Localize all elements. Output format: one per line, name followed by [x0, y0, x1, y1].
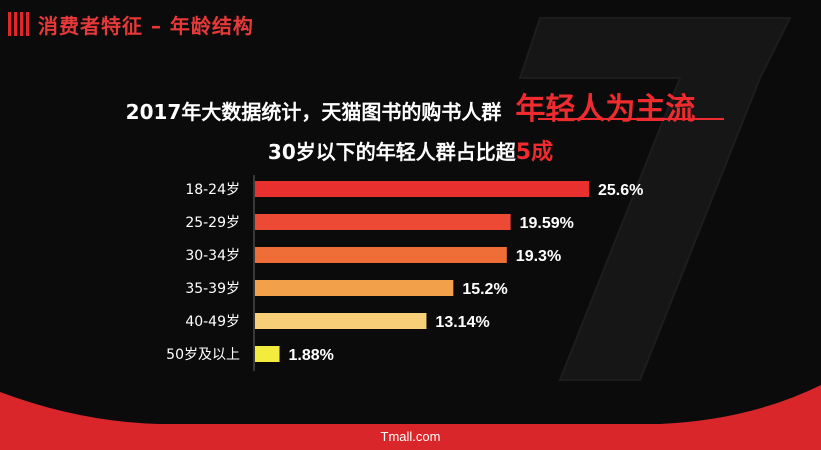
bar — [255, 247, 507, 263]
headline-underline — [538, 118, 724, 120]
category-label: 25-29岁 — [185, 215, 240, 231]
footer-brand: Tmall.com — [380, 429, 441, 444]
category-label: 40-49岁 — [185, 314, 240, 330]
category-label: 35-39岁 — [185, 281, 240, 297]
headline-accent: 年轻人为主流 — [515, 92, 696, 127]
subline-main: 30岁以下的年轻人群占比超 — [267, 140, 516, 164]
section-stripes-icon — [8, 12, 30, 36]
bar-value-label: 13.14% — [435, 314, 489, 331]
bar — [255, 313, 427, 329]
bar — [255, 181, 589, 197]
section-title: 消费者特征 – 年龄结构 — [38, 14, 254, 38]
headline-main: 2017年大数据统计，天猫图书的购书人群 — [125, 100, 502, 124]
bar — [255, 280, 454, 296]
bar-value-label: 19.59% — [520, 215, 574, 232]
bar-value-label: 19.3% — [516, 248, 561, 265]
subline-accent: 5成 — [515, 140, 554, 165]
headline: 2017年大数据统计，天猫图书的购书人群 年轻人为主流 — [0, 84, 821, 128]
bar-value-label: 15.2% — [462, 281, 507, 298]
bar — [255, 214, 511, 230]
bar-value-label: 25.6% — [598, 182, 643, 199]
category-label: 30-34岁 — [185, 248, 240, 264]
category-label: 50岁及以上 — [166, 347, 240, 363]
subline: 30岁以下的年轻人群占比超5成 — [0, 134, 821, 166]
bar — [255, 346, 280, 362]
category-label: 18-24岁 — [185, 182, 240, 198]
bar-value-label: 1.88% — [289, 347, 334, 364]
